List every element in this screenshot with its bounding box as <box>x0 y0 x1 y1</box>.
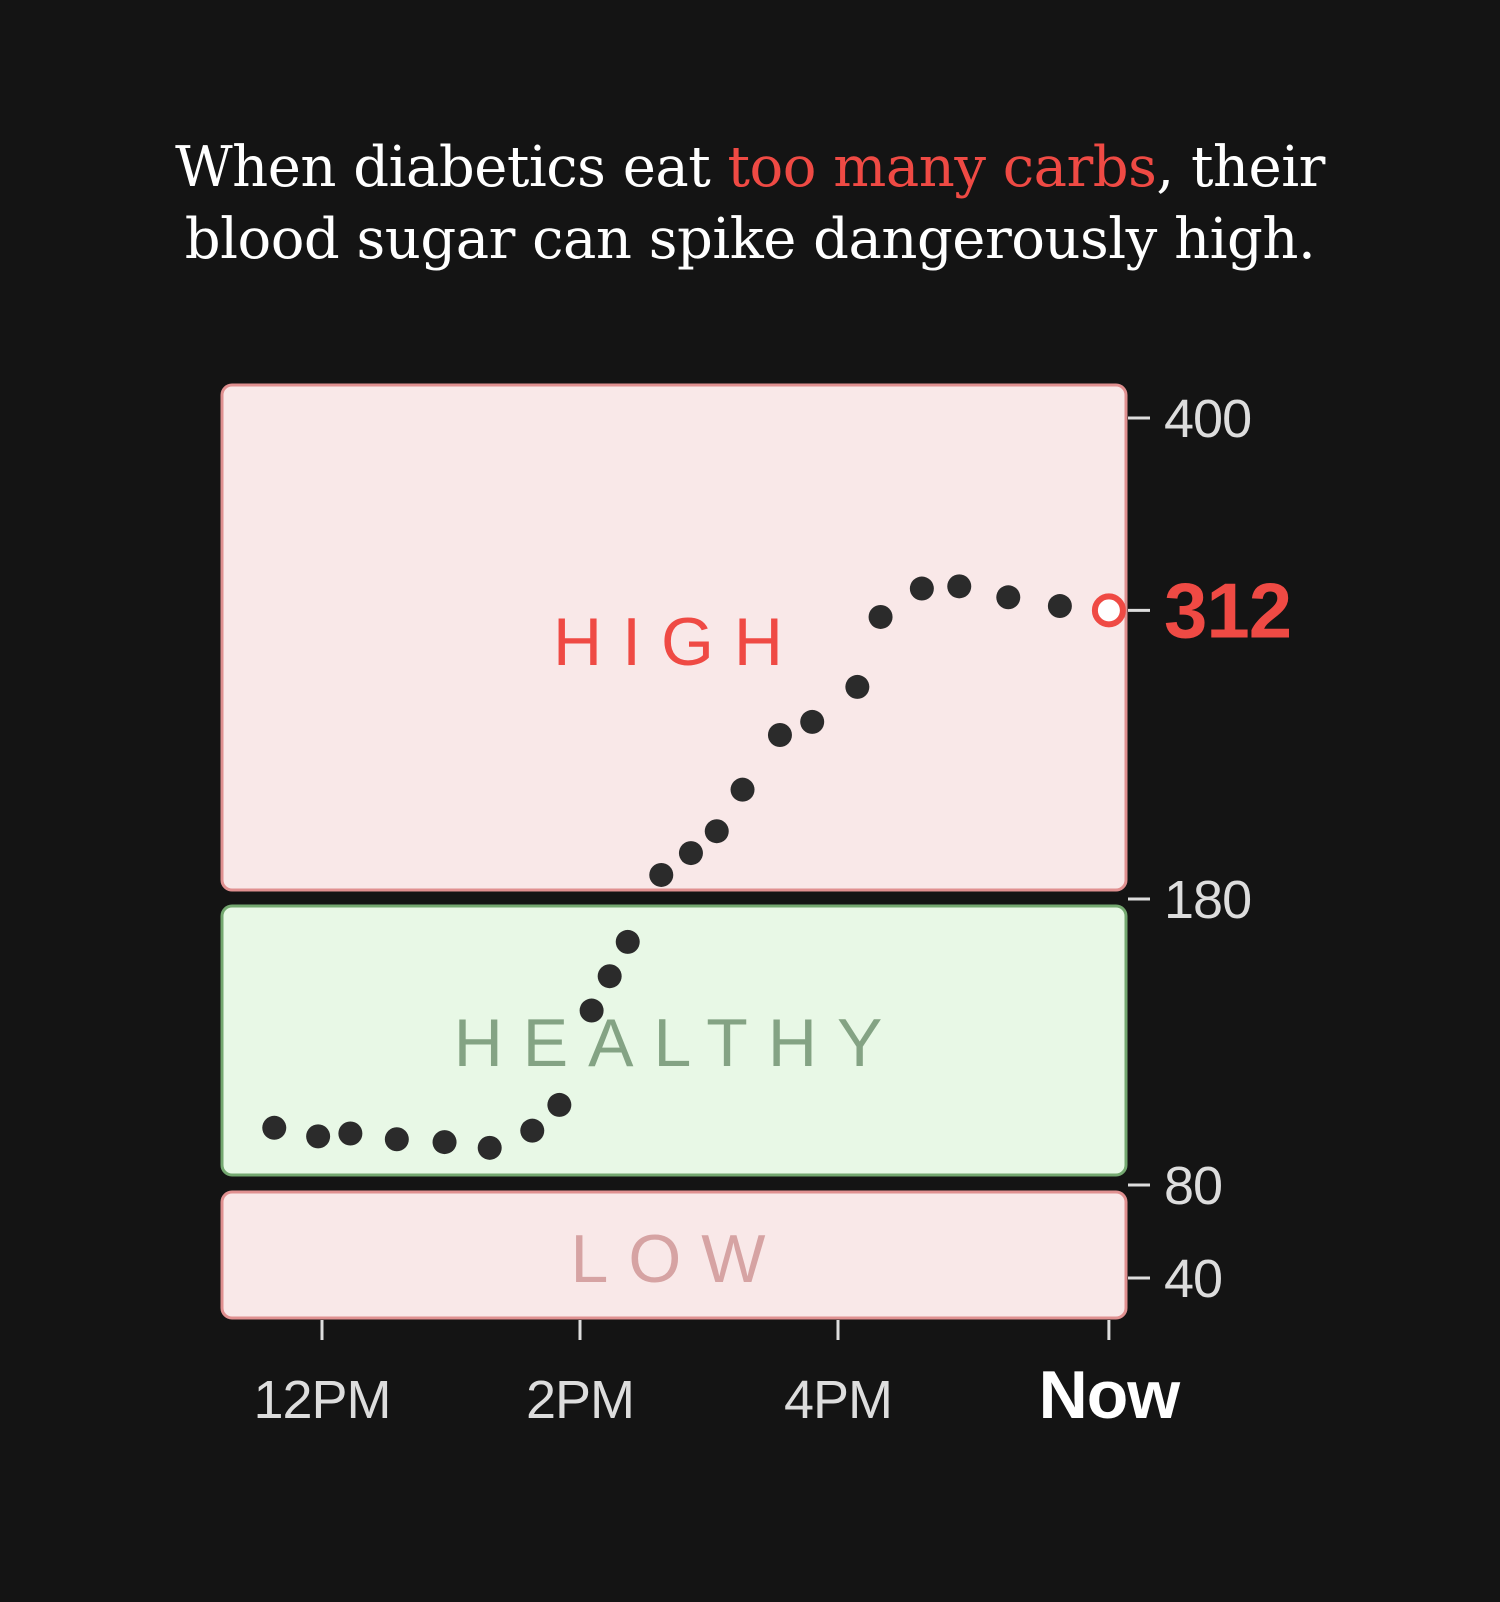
data-point <box>730 777 755 802</box>
y-tick-label: 40 <box>1164 1249 1222 1309</box>
data-point <box>432 1130 457 1155</box>
data-point <box>800 709 825 734</box>
title-highlight: too many carbs <box>727 135 1157 200</box>
data-point <box>520 1118 545 1143</box>
x-tick-label-now: Now <box>1039 1357 1182 1433</box>
x-tick-label: 12PM <box>253 1370 390 1430</box>
zone-label-healthy: HEALTHY <box>454 1005 903 1081</box>
data-point <box>477 1135 502 1160</box>
zone-healthy <box>220 904 1128 1177</box>
zones-layer: HIGH HEALTHY LOW <box>220 383 1128 1320</box>
data-point <box>996 585 1021 610</box>
data-point <box>615 929 640 954</box>
data-point <box>678 841 703 866</box>
y-tick-label: 180 <box>1164 870 1251 930</box>
zone-label-low: LOW <box>571 1221 786 1297</box>
data-point <box>947 574 972 599</box>
data-point <box>597 964 622 989</box>
data-point <box>845 674 870 699</box>
data-point <box>306 1124 331 1149</box>
title-text-before: When diabetics eat <box>175 135 728 200</box>
title-line-1: When diabetics eat too many carbs, their <box>0 132 1500 204</box>
zone-high <box>220 383 1128 892</box>
data-point <box>547 1092 572 1117</box>
data-point <box>767 723 792 748</box>
data-point <box>338 1121 363 1146</box>
data-point <box>384 1127 409 1152</box>
chart-title: When diabetics eat too many carbs, their… <box>0 132 1500 276</box>
current-value-label: 312 <box>1164 566 1291 654</box>
current-point <box>1091 593 1126 628</box>
data-point <box>1047 594 1072 619</box>
zone-low <box>220 1190 1128 1320</box>
data-point <box>579 998 604 1023</box>
x-tick-label: 4PM <box>784 1370 892 1430</box>
title-line-2: blood sugar can spike dangerously high. <box>184 207 1316 272</box>
y-tick-label: 80 <box>1164 1156 1222 1216</box>
data-point <box>909 576 934 601</box>
axis-layer: 400 312 180 80 40 12PM 2PM 4PM Now <box>253 389 1292 1433</box>
data-point <box>704 819 729 844</box>
title-text-after: , their <box>1156 135 1325 200</box>
zone-label-high: HIGH <box>553 604 803 680</box>
y-tick-label: 400 <box>1164 389 1251 449</box>
x-tick-label: 2PM <box>526 1370 634 1430</box>
data-point <box>262 1115 287 1140</box>
data-point <box>649 862 674 887</box>
data-point <box>868 604 893 629</box>
dots-layer <box>262 574 1126 1160</box>
